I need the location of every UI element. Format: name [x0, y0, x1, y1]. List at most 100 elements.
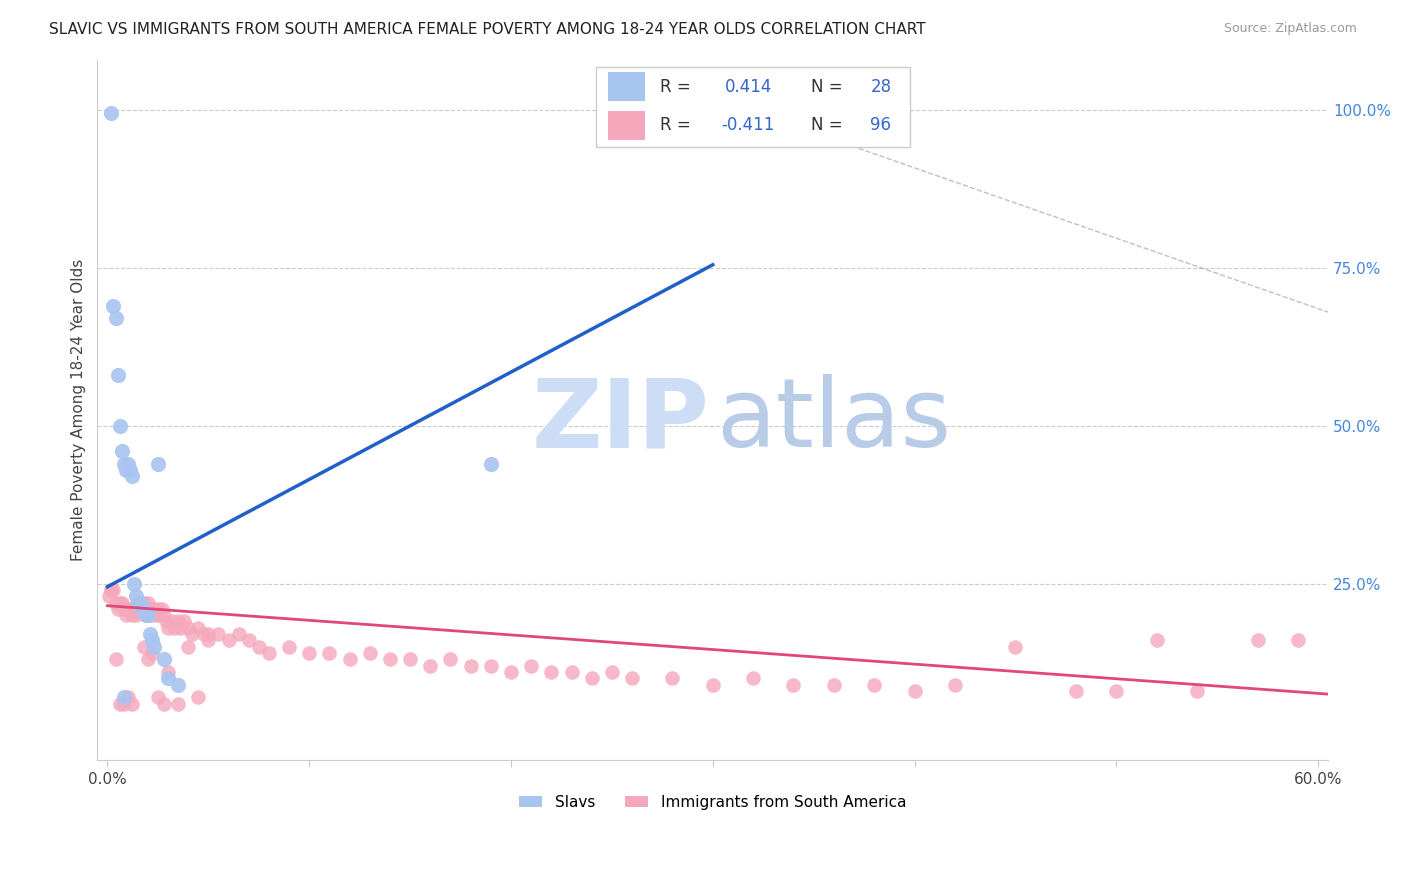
Text: 96: 96 — [870, 117, 891, 135]
Point — [156, 621, 179, 635]
Point — [103, 299, 125, 313]
Point — [155, 615, 177, 629]
Point — [167, 678, 190, 692]
Bar — [609, 111, 645, 140]
Point — [141, 646, 163, 660]
Point — [127, 602, 149, 616]
Text: 0.414: 0.414 — [725, 78, 772, 95]
Point — [238, 633, 260, 648]
Point — [1286, 633, 1309, 648]
Point — [197, 633, 219, 648]
Point — [247, 640, 270, 654]
Point — [128, 596, 150, 610]
Point — [863, 678, 886, 692]
Point — [131, 602, 153, 616]
Point — [117, 690, 139, 705]
Point — [207, 627, 229, 641]
Point — [110, 596, 132, 610]
FancyBboxPatch shape — [596, 67, 910, 147]
Point — [112, 457, 135, 471]
Point — [153, 697, 176, 711]
Point — [122, 576, 145, 591]
Point — [460, 658, 482, 673]
Point — [103, 582, 125, 597]
Point — [128, 596, 150, 610]
Point — [153, 652, 176, 666]
Point — [156, 665, 179, 679]
Point — [702, 678, 724, 692]
Point — [118, 463, 141, 477]
Point — [378, 652, 401, 666]
Text: N =: N = — [811, 117, 848, 135]
Point — [108, 418, 131, 433]
Point — [419, 658, 441, 673]
Point — [163, 621, 186, 635]
Point — [100, 582, 122, 597]
Point — [114, 463, 136, 477]
Point — [160, 615, 183, 629]
Point — [132, 640, 155, 654]
Point — [121, 469, 143, 483]
Point — [136, 608, 159, 623]
Point — [104, 596, 127, 610]
Point — [104, 311, 127, 326]
Text: R =: R = — [659, 78, 696, 95]
Point — [100, 106, 122, 120]
Point — [218, 633, 240, 648]
Point — [197, 627, 219, 641]
Point — [121, 608, 143, 623]
Point — [125, 608, 148, 623]
Point — [903, 684, 925, 698]
Point — [173, 615, 195, 629]
Point — [167, 615, 190, 629]
Point — [153, 608, 176, 623]
Point — [399, 652, 422, 666]
Point — [600, 665, 623, 679]
Point — [187, 621, 209, 635]
Point — [112, 697, 135, 711]
Point — [278, 640, 301, 654]
Point — [98, 589, 121, 603]
Point — [1246, 633, 1268, 648]
Point — [139, 627, 162, 641]
Point — [117, 602, 139, 616]
Point — [141, 633, 163, 648]
Point — [141, 608, 163, 623]
Point — [135, 608, 157, 623]
Point — [146, 690, 169, 705]
Point — [479, 457, 502, 471]
Point — [167, 697, 190, 711]
Text: SLAVIC VS IMMIGRANTS FROM SOUTH AMERICA FEMALE POVERTY AMONG 18-24 YEAR OLDS COR: SLAVIC VS IMMIGRANTS FROM SOUTH AMERICA … — [49, 22, 925, 37]
Point — [136, 596, 159, 610]
Point — [139, 602, 162, 616]
Text: -0.411: -0.411 — [721, 117, 775, 135]
Point — [132, 602, 155, 616]
Point — [193, 627, 215, 641]
Point — [359, 646, 381, 660]
Text: 28: 28 — [870, 78, 891, 95]
Point — [520, 658, 543, 673]
Point — [127, 596, 149, 610]
Text: ZIP: ZIP — [531, 374, 709, 467]
Point — [661, 671, 683, 685]
Bar — [609, 72, 645, 102]
Point — [100, 582, 122, 597]
Point — [110, 444, 132, 458]
Point — [108, 596, 131, 610]
Point — [943, 678, 966, 692]
Point — [1185, 684, 1208, 698]
Point — [142, 602, 165, 616]
Legend: Slavs, Immigrants from South America: Slavs, Immigrants from South America — [513, 789, 912, 816]
Point — [136, 652, 159, 666]
Point — [228, 627, 250, 641]
Point — [114, 608, 136, 623]
Point — [1146, 633, 1168, 648]
Point — [621, 671, 644, 685]
Point — [121, 697, 143, 711]
Point — [107, 602, 129, 616]
Point — [142, 640, 165, 654]
Point — [127, 596, 149, 610]
Point — [782, 678, 804, 692]
Point — [339, 652, 361, 666]
Point — [118, 602, 141, 616]
